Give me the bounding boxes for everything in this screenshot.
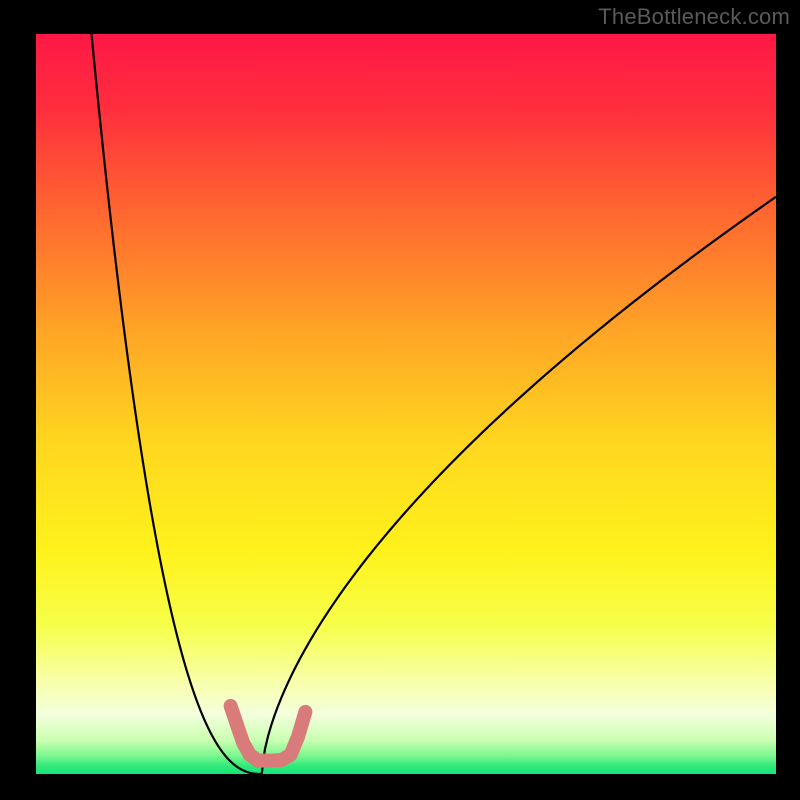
chart-svg <box>36 34 776 774</box>
plot-area <box>36 34 776 774</box>
watermark-text: TheBottleneck.com <box>598 4 790 30</box>
bottleneck-curve <box>92 34 777 774</box>
